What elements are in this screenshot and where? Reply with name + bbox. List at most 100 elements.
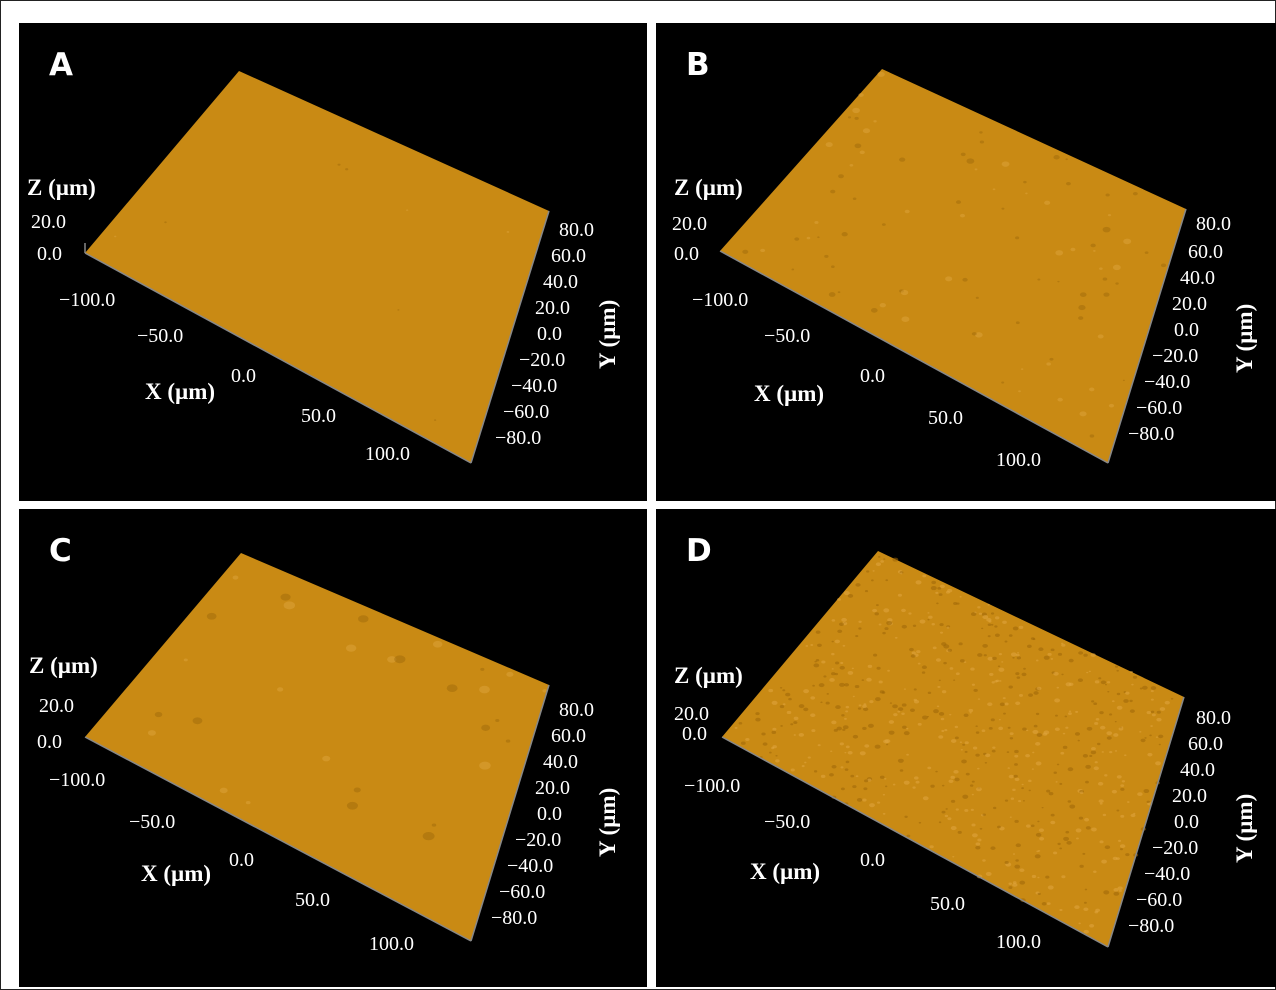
surface-feature	[991, 681, 995, 684]
surface-feature	[994, 625, 998, 628]
y-tick: 40.0	[1180, 267, 1215, 289]
surface-feature	[1129, 699, 1133, 703]
surface-feature	[1015, 321, 1020, 325]
surface-feature	[855, 775, 859, 778]
surface-feature	[1150, 698, 1154, 701]
surface-feature	[1012, 883, 1018, 887]
panel-label: C	[49, 533, 72, 569]
surface-feature	[879, 690, 885, 694]
surface-feature	[912, 624, 917, 627]
surface-feature	[1098, 677, 1102, 680]
surface-feature	[1094, 761, 1098, 764]
y-tick: 80.0	[1196, 213, 1231, 235]
surface-feature	[1094, 680, 1100, 684]
surface-feature	[850, 774, 855, 778]
surface-feature	[1108, 403, 1115, 408]
surface-feature	[1074, 905, 1080, 910]
surface-feature	[1078, 922, 1081, 925]
surface-feature	[825, 142, 833, 148]
surface-feature	[937, 685, 941, 689]
surface-feature	[879, 303, 886, 308]
surface-feature	[1041, 806, 1044, 809]
surface-feature	[939, 623, 944, 627]
z-axis-title: Z (µm)	[29, 653, 98, 678]
surface-feature	[1054, 727, 1060, 731]
x-tick: 50.0	[928, 407, 963, 429]
surface-feature	[1139, 687, 1143, 690]
surface-feature	[1085, 780, 1089, 784]
surface-feature	[1021, 787, 1024, 790]
surface-feature	[915, 780, 920, 784]
z-axis-title: Z (µm)	[674, 663, 743, 688]
surface-feature	[938, 593, 943, 596]
surface-feature	[935, 770, 938, 773]
surface-feature	[164, 221, 167, 224]
surface-feature	[1118, 727, 1124, 731]
surface-feature	[1002, 620, 1007, 624]
surface-feature	[899, 572, 903, 575]
surface-feature	[1050, 820, 1056, 825]
surface-feature	[1014, 749, 1019, 754]
surface-plot-c	[84, 553, 550, 942]
surface-feature	[820, 701, 823, 704]
surface-d	[722, 551, 1184, 947]
surface-feature	[990, 623, 994, 626]
surface-feature	[992, 188, 996, 191]
surface-feature	[1037, 820, 1040, 823]
surface-feature	[1044, 200, 1051, 205]
surface-feature	[1082, 852, 1086, 855]
surface-feature	[855, 634, 859, 638]
surface-feature	[1060, 751, 1065, 755]
surface-feature	[938, 679, 941, 682]
surface-feature	[1114, 665, 1119, 668]
surface-feature	[1050, 657, 1054, 660]
surface-feature	[1060, 642, 1064, 645]
surface-feature	[1084, 817, 1090, 822]
surface-feature	[1086, 671, 1089, 674]
surface-feature	[1052, 851, 1058, 855]
surface-feature	[997, 665, 1001, 668]
surface-feature	[1015, 236, 1020, 240]
x-axis-title: X (µm)	[145, 379, 216, 404]
surface-feature	[1048, 792, 1054, 796]
surface-feature	[903, 731, 910, 736]
surface-feature	[1093, 702, 1098, 706]
surface-feature	[803, 707, 809, 712]
surface-feature	[909, 647, 914, 652]
surface-feature	[346, 801, 358, 810]
surface-feature	[1120, 787, 1125, 791]
surface-feature	[1093, 870, 1097, 873]
surface-feature	[815, 659, 820, 662]
surface-feature	[1013, 774, 1018, 778]
surface-feature	[1125, 853, 1130, 857]
surface-feature	[793, 734, 796, 736]
surface-feature	[971, 823, 976, 827]
surface-feature	[863, 787, 868, 791]
surface-feature	[862, 726, 867, 730]
surface-feature	[889, 702, 892, 704]
panel-c: C Z (µm) 20.0 0.0 −100.0 −50.0 0.0 50.0 …	[19, 509, 647, 987]
surface-feature	[1054, 698, 1061, 703]
surface-feature	[970, 612, 977, 617]
surface-feature	[1150, 690, 1154, 693]
surface-feature	[964, 741, 969, 745]
surface-feature	[1031, 874, 1037, 878]
surface-feature	[858, 620, 862, 623]
surface-feature	[1019, 868, 1025, 873]
surface-feature	[1077, 739, 1080, 742]
surface-feature	[1129, 709, 1135, 713]
surface-feature	[1150, 686, 1157, 690]
surface-feature	[738, 721, 743, 725]
surface-feature	[851, 667, 854, 670]
surface-feature	[745, 738, 750, 742]
surface-feature	[798, 732, 805, 737]
surface-feature	[1014, 777, 1020, 782]
surface-feature	[1014, 864, 1021, 869]
x-tick: −50.0	[764, 811, 811, 833]
surface-feature	[1132, 675, 1138, 679]
surface-feature	[1088, 670, 1091, 673]
surface-feature	[852, 695, 855, 698]
texture-b	[742, 71, 1167, 438]
surface-feature	[977, 653, 983, 657]
surface-feature	[422, 831, 435, 841]
